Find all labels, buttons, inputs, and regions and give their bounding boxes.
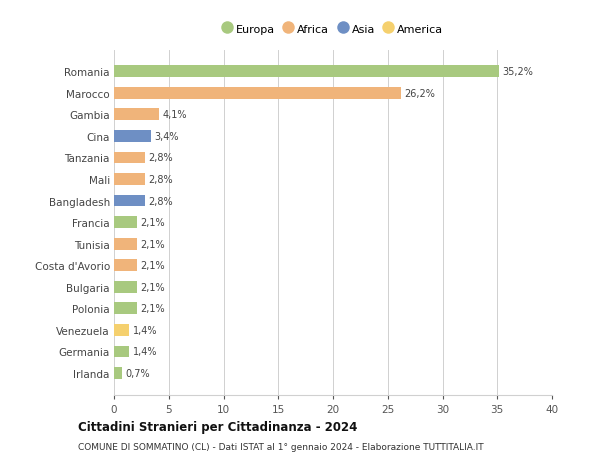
Text: 2,1%: 2,1% bbox=[140, 239, 165, 249]
Bar bbox=[114, 152, 145, 164]
Bar bbox=[114, 303, 137, 314]
Bar bbox=[114, 131, 151, 142]
Text: 2,8%: 2,8% bbox=[148, 174, 173, 185]
Text: 2,8%: 2,8% bbox=[148, 153, 173, 163]
Bar bbox=[114, 66, 499, 78]
Text: 2,1%: 2,1% bbox=[140, 261, 165, 271]
Text: 26,2%: 26,2% bbox=[404, 89, 435, 99]
Text: 2,1%: 2,1% bbox=[140, 282, 165, 292]
Text: 1,4%: 1,4% bbox=[133, 347, 157, 357]
Bar bbox=[114, 174, 145, 185]
Text: 35,2%: 35,2% bbox=[503, 67, 533, 77]
Text: 3,4%: 3,4% bbox=[155, 132, 179, 141]
Bar bbox=[114, 109, 159, 121]
Text: 2,8%: 2,8% bbox=[148, 196, 173, 206]
Text: 2,1%: 2,1% bbox=[140, 218, 165, 228]
Text: 2,1%: 2,1% bbox=[140, 304, 165, 313]
Bar bbox=[114, 217, 137, 229]
Text: 4,1%: 4,1% bbox=[162, 110, 187, 120]
Bar bbox=[114, 260, 137, 272]
Text: 0,7%: 0,7% bbox=[125, 368, 149, 378]
Bar bbox=[114, 367, 122, 379]
Bar bbox=[114, 238, 137, 250]
Bar bbox=[114, 281, 137, 293]
Bar bbox=[114, 88, 401, 100]
Bar bbox=[114, 195, 145, 207]
Text: Cittadini Stranieri per Cittadinanza - 2024: Cittadini Stranieri per Cittadinanza - 2… bbox=[78, 420, 358, 434]
Text: COMUNE DI SOMMATINO (CL) - Dati ISTAT al 1° gennaio 2024 - Elaborazione TUTTITAL: COMUNE DI SOMMATINO (CL) - Dati ISTAT al… bbox=[78, 442, 484, 451]
Text: 1,4%: 1,4% bbox=[133, 325, 157, 335]
Bar bbox=[114, 324, 130, 336]
Bar bbox=[114, 346, 130, 358]
Legend: Europa, Africa, Asia, America: Europa, Africa, Asia, America bbox=[220, 22, 446, 37]
